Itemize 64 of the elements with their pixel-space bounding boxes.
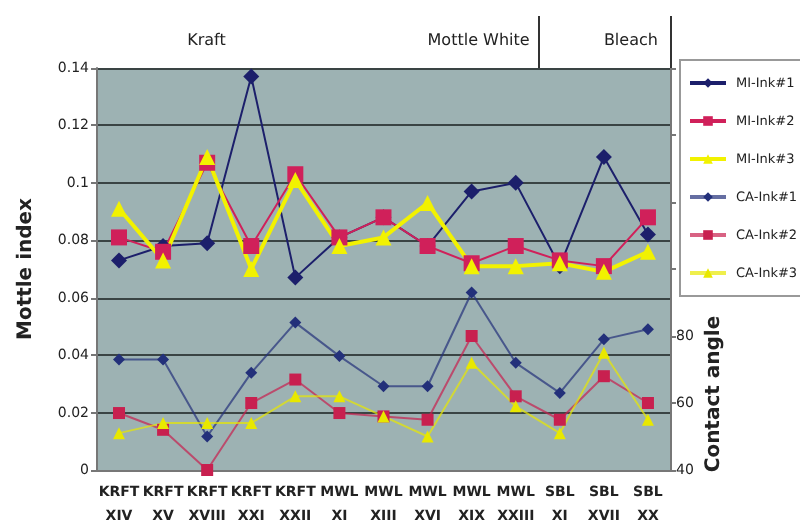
point [243,238,260,255]
point [377,380,390,393]
point [287,269,304,286]
point [553,386,566,399]
point [639,243,656,260]
point [597,346,610,359]
point [245,417,258,430]
text: Bleach [603,31,658,49]
point [113,353,126,366]
point [595,263,612,280]
point [289,316,302,329]
point [201,417,214,430]
point [243,68,260,85]
point [289,373,302,386]
point [463,183,480,200]
point [465,356,478,369]
point [289,390,302,403]
point [111,200,128,217]
point [465,286,478,299]
point [509,356,522,369]
point [641,397,654,409]
point [419,194,436,211]
point [509,390,522,403]
point [245,366,258,379]
point [507,174,524,191]
point [639,226,656,243]
point [597,333,610,346]
y2-axis-title: Contact angle [703,315,725,473]
point [507,238,524,255]
point [199,149,216,166]
point [199,235,216,252]
point [157,353,170,366]
point [421,430,434,443]
point [553,427,566,440]
point [245,397,258,409]
point [595,149,612,166]
point [597,370,610,383]
point [641,413,654,426]
point [553,413,566,426]
point [113,427,126,440]
point [509,400,522,413]
point [333,407,346,420]
y-axis-title: Mottle index [15,196,37,341]
point [421,380,434,393]
point [639,209,656,226]
point [333,390,346,403]
point [201,430,214,443]
point [331,238,348,255]
point [155,252,172,269]
point [507,258,524,275]
point [113,407,126,420]
point [465,330,478,342]
text: Kraft [187,31,226,49]
point [641,323,654,336]
point [287,171,304,188]
point [375,229,392,246]
point [111,252,128,269]
point [111,229,128,246]
point [333,350,346,363]
text: Mottle White [427,31,530,49]
point [243,261,260,277]
point [201,464,214,476]
point [421,413,434,426]
point [157,417,170,430]
